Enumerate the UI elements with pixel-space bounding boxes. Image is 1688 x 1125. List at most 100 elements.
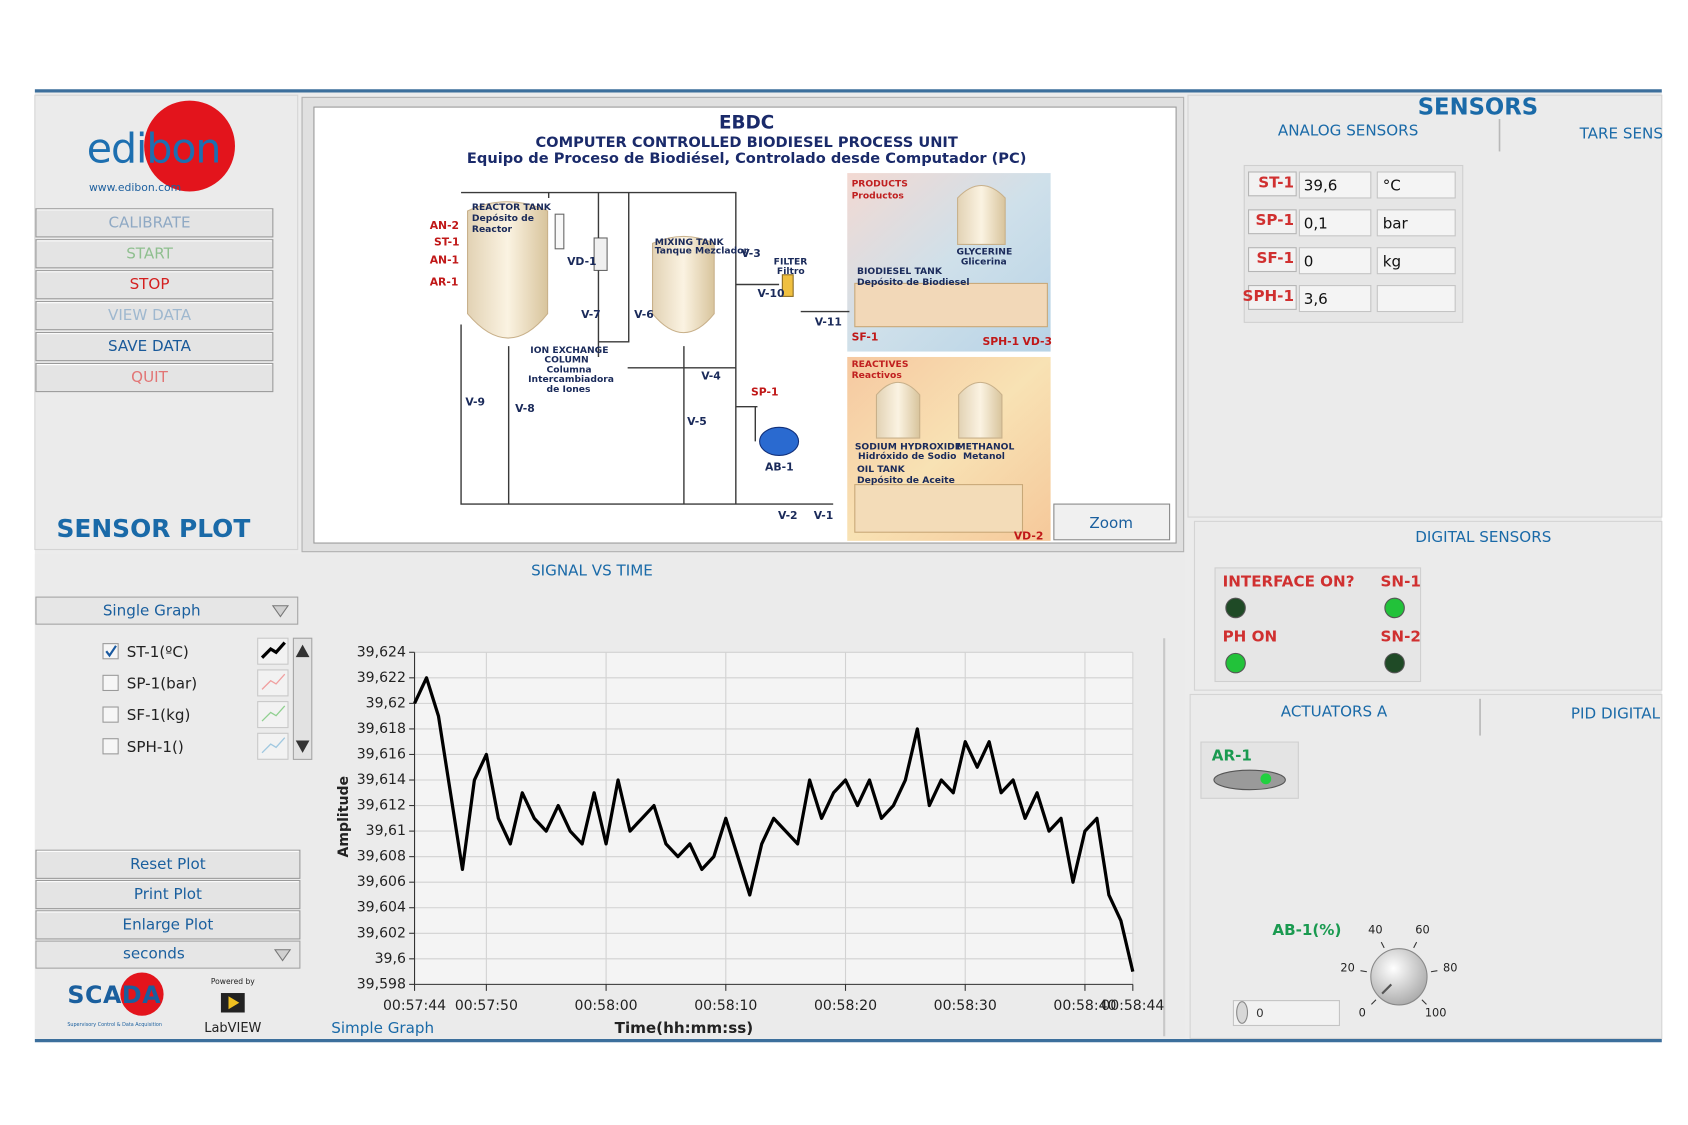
dropdown-arrow bbox=[273, 949, 292, 962]
tab[interactable]: ANALOG SENSORS bbox=[1278, 121, 1418, 139]
menu-button[interactable] bbox=[35, 331, 274, 362]
legend-swatch bbox=[261, 673, 286, 690]
menu-button[interactable] bbox=[35, 301, 274, 331]
sensor-name-box bbox=[1248, 285, 1297, 310]
diagram-label: OIL TANK bbox=[857, 464, 906, 475]
led bbox=[1225, 597, 1246, 619]
diagram-label: GLYCERINE bbox=[957, 247, 1013, 258]
pipes bbox=[460, 191, 850, 505]
y-tick-label: 39,608 bbox=[357, 849, 406, 865]
digital-name: PH ON bbox=[1223, 628, 1278, 646]
menu-button[interactable] bbox=[35, 362, 274, 393]
diagram-code: EBDC bbox=[719, 112, 774, 133]
digital-name: INTERFACE ON? bbox=[1223, 572, 1355, 590]
legend-checkbox[interactable] bbox=[102, 738, 119, 755]
diagram-label: BIODIESEL TANK bbox=[857, 266, 943, 277]
x-tick-label: 00:58:30 bbox=[934, 998, 997, 1014]
graph-name: Simple Graph bbox=[331, 1019, 434, 1037]
diagram-tag: V-7 bbox=[581, 308, 601, 321]
spin-control bbox=[1236, 1001, 1249, 1024]
menu-button[interactable] bbox=[35, 270, 274, 300]
diagram-tag: V-11 bbox=[815, 315, 842, 328]
sensor-unit-box bbox=[1376, 285, 1456, 313]
ion-column bbox=[593, 237, 608, 271]
knob-field[interactable] bbox=[1232, 1000, 1340, 1027]
data-line bbox=[413, 676, 1135, 972]
y-tick-label: 39,614 bbox=[357, 772, 406, 788]
menu-button-label: STOP bbox=[130, 275, 170, 293]
tank bbox=[875, 381, 921, 439]
diagram-label: PRODUCTS bbox=[852, 178, 908, 189]
sensor-unit: °C bbox=[1383, 177, 1401, 195]
sensor-name: ST-1 bbox=[1258, 173, 1294, 191]
legend-swatch bbox=[261, 705, 286, 722]
tab[interactable]: TARE SENS bbox=[1579, 125, 1663, 143]
knob[interactable] bbox=[1370, 948, 1428, 1006]
knob-tick bbox=[1360, 970, 1367, 973]
diagram-tag: VD-3 bbox=[1022, 335, 1052, 348]
mode-dropdown[interactable] bbox=[35, 596, 299, 625]
knob-tick-label: 100 bbox=[1425, 1006, 1447, 1020]
dropdown-label: Single Graph bbox=[103, 602, 201, 620]
diagram-tag: VD-1 bbox=[567, 255, 597, 268]
diagram-tag: V-9 bbox=[465, 395, 485, 408]
diagram-label: Productos bbox=[852, 190, 905, 201]
panel-title: DIGITAL SENSORS bbox=[1415, 528, 1551, 546]
legend-checkbox[interactable] bbox=[102, 706, 119, 723]
diagram-label: Depósito de Biodiesel bbox=[857, 277, 970, 288]
zoom-button[interactable] bbox=[1053, 503, 1171, 541]
sensor-unit-box bbox=[1376, 247, 1456, 275]
knob-tick-label: 40 bbox=[1368, 923, 1382, 937]
diagram-tag: V-5 bbox=[687, 415, 707, 428]
y-tick-label: 39,616 bbox=[357, 746, 406, 762]
plot-button[interactable] bbox=[35, 849, 301, 879]
legend-checkbox[interactable] bbox=[102, 674, 119, 692]
menu-button-label: QUIT bbox=[131, 368, 168, 386]
scada-subtitle: Supervisory Control & Data Acquisition bbox=[67, 1022, 162, 1028]
x-tick-label: 00:58:00 bbox=[575, 998, 638, 1014]
y-tick-label: 39,602 bbox=[357, 925, 406, 941]
menu-button[interactable] bbox=[35, 239, 274, 269]
y-tick-label: 39,624 bbox=[357, 644, 406, 660]
logo-text: edibon bbox=[87, 124, 221, 172]
biodiesel-tank bbox=[854, 282, 1048, 328]
scada-logo: SCADA bbox=[67, 981, 161, 1009]
filter bbox=[781, 274, 794, 297]
menu-button-label: VIEW DATA bbox=[108, 306, 192, 324]
digital-name: SN-2 bbox=[1381, 628, 1421, 646]
toggle-switch[interactable] bbox=[1213, 769, 1286, 791]
y-tick-label: 39,6 bbox=[375, 951, 406, 967]
plot-button[interactable] bbox=[35, 879, 301, 910]
sensor-unit-box bbox=[1376, 209, 1456, 237]
tank bbox=[957, 184, 1006, 246]
menu-button[interactable] bbox=[35, 208, 274, 238]
scroll-down bbox=[295, 740, 310, 753]
panel-title: SENSORS bbox=[1418, 95, 1538, 121]
sensor-name-box bbox=[1248, 209, 1297, 235]
knob-tick-label: 20 bbox=[1340, 961, 1354, 975]
tab[interactable]: ACTUATORS A bbox=[1281, 702, 1388, 720]
level-gauge bbox=[554, 213, 565, 250]
diagram-label: REACTOR TANK bbox=[472, 202, 552, 213]
diagram-tag: ST-1 bbox=[434, 235, 460, 248]
plot-button-label: Reset Plot bbox=[130, 855, 206, 873]
x-axis-label: Time(hh:mm:ss) bbox=[615, 1019, 754, 1037]
knob-name: AB-1(%) bbox=[1272, 921, 1341, 939]
sensor-value-box bbox=[1298, 285, 1372, 313]
tab[interactable]: PID DIGITAL bbox=[1571, 704, 1661, 722]
menu-button-label: START bbox=[126, 244, 173, 262]
knob-tick bbox=[1430, 970, 1438, 973]
labview-play bbox=[228, 996, 240, 1010]
time-unit-dropdown[interactable] bbox=[35, 940, 301, 969]
x-tick-label: 00:57:44 bbox=[383, 998, 446, 1014]
legend-check bbox=[105, 645, 117, 658]
diagram-label: COLUMN bbox=[544, 355, 588, 366]
chart-title: SIGNAL VS TIME bbox=[531, 562, 653, 580]
plot-button[interactable] bbox=[35, 910, 301, 940]
knob-tick bbox=[1371, 999, 1377, 1005]
sensor-value-box bbox=[1298, 209, 1372, 237]
section-title: SENSOR PLOT bbox=[57, 514, 251, 543]
sensor-value: 39,6 bbox=[1304, 177, 1338, 195]
